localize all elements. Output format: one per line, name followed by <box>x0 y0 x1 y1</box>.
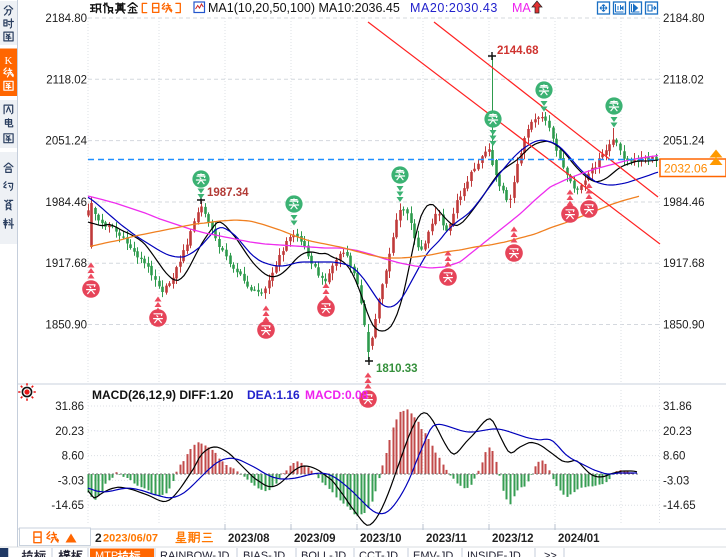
svg-text:EMV-JD: EMV-JD <box>413 550 453 557</box>
svg-text:BIAS-JD: BIAS-JD <box>243 550 285 557</box>
svg-text:1917.68: 1917.68 <box>663 258 705 270</box>
svg-text:MACD(26,12,9) DIFF:1.20: MACD(26,12,9) DIFF:1.20 <box>92 388 234 402</box>
svg-text:8.60: 8.60 <box>663 451 685 463</box>
svg-text:1987.34: 1987.34 <box>207 187 249 199</box>
svg-text:2023/06/07: 2023/06/07 <box>103 533 158 545</box>
svg-text:MA1(10,20,50,100) MA10:2036.45: MA1(10,20,50,100) MA10:2036.45 <box>208 1 400 15</box>
svg-text:2144.68: 2144.68 <box>497 45 539 57</box>
svg-text:1810.33: 1810.33 <box>376 363 418 375</box>
svg-text:2023/12: 2023/12 <box>492 533 534 545</box>
svg-text:RAINBOW-JD: RAINBOW-JD <box>160 550 230 557</box>
svg-text:20.23: 20.23 <box>663 426 692 438</box>
svg-text:MACD:0.08: MACD:0.08 <box>305 388 369 402</box>
svg-text:-14.65: -14.65 <box>663 500 696 512</box>
svg-text:2023/09: 2023/09 <box>294 533 336 545</box>
svg-text:1917.68: 1917.68 <box>45 258 87 270</box>
svg-text:INSIDE-JD: INSIDE-JD <box>467 550 521 557</box>
svg-text:DEA:1.16: DEA:1.16 <box>247 388 300 402</box>
svg-text:2184.80: 2184.80 <box>663 13 705 25</box>
svg-text:2184.80: 2184.80 <box>45 13 87 25</box>
svg-text:MA: MA <box>512 1 531 15</box>
svg-text:2118.02: 2118.02 <box>46 74 87 86</box>
svg-text:2032.06: 2032.06 <box>664 162 708 176</box>
svg-text:-14.65: -14.65 <box>51 500 84 512</box>
svg-text:8.60: 8.60 <box>62 451 84 463</box>
svg-text:1984.46: 1984.46 <box>45 197 87 209</box>
svg-text:MTP: MTP <box>95 550 118 557</box>
svg-text:2023/08: 2023/08 <box>228 533 270 545</box>
svg-text:-3.03: -3.03 <box>663 475 689 487</box>
svg-text:31.86: 31.86 <box>663 401 692 413</box>
svg-text:2024/01: 2024/01 <box>558 533 600 545</box>
svg-text:2051.24: 2051.24 <box>663 136 705 148</box>
svg-text:-3.03: -3.03 <box>58 475 84 487</box>
svg-text:1984.46: 1984.46 <box>663 197 705 209</box>
svg-text:2118.02: 2118.02 <box>663 74 704 86</box>
svg-text:1850.90: 1850.90 <box>663 320 705 332</box>
svg-text:31.86: 31.86 <box>55 401 84 413</box>
svg-text:>>: >> <box>544 550 557 557</box>
svg-text:2051.24: 2051.24 <box>45 136 87 148</box>
svg-text:CCT-JD: CCT-JD <box>359 550 398 557</box>
svg-text:1850.90: 1850.90 <box>45 320 87 332</box>
svg-text:2: 2 <box>95 531 102 545</box>
svg-text:2023/10: 2023/10 <box>360 533 402 545</box>
svg-text:MA20:2030.43: MA20:2030.43 <box>410 1 498 15</box>
svg-text:K: K <box>5 55 13 67</box>
svg-text:2023/11: 2023/11 <box>426 533 468 545</box>
svg-text:BOLL-JD: BOLL-JD <box>301 550 346 557</box>
svg-text:20.23: 20.23 <box>55 426 84 438</box>
